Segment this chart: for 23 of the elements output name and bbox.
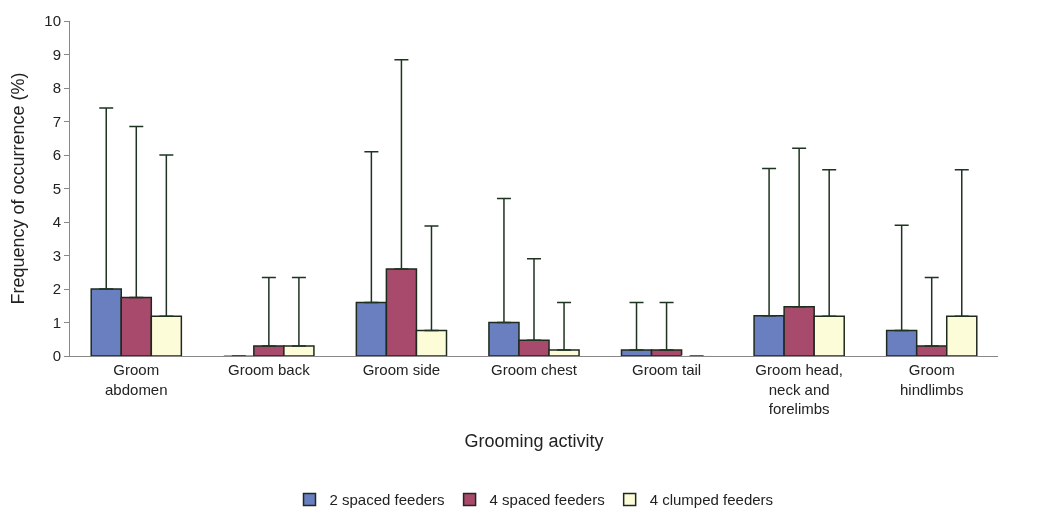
y-tick-label: 8 bbox=[52, 79, 61, 97]
y-tick-label: 1 bbox=[52, 313, 61, 331]
legend-label: 4 spaced feeders bbox=[489, 491, 605, 509]
x-tick-label: Groom tail bbox=[631, 361, 702, 378]
x-tick-label: Groom head, neck and forelimbs bbox=[755, 361, 843, 417]
legend-label: 2 spaced feeders bbox=[329, 491, 445, 509]
y-tick-label: 4 bbox=[52, 213, 61, 231]
y-tick-label: 10 bbox=[44, 12, 61, 30]
y-tick-label: 9 bbox=[52, 45, 61, 63]
y-tick-label: 5 bbox=[52, 179, 61, 197]
y-tick-label: 7 bbox=[52, 112, 61, 130]
legend-label: 4 clumped feeders bbox=[649, 491, 774, 509]
x-tick-label: Groom hindlimbs bbox=[900, 361, 964, 398]
y-tick-label: 0 bbox=[52, 347, 61, 365]
y-axis-title: Frequency of occurrence (%) bbox=[7, 72, 28, 305]
x-tick-label: Groom abdomen bbox=[105, 361, 168, 398]
y-tick-label: 6 bbox=[52, 146, 61, 164]
x-axis-title: Grooming activity bbox=[464, 431, 604, 452]
x-tick-label: Groom chest bbox=[491, 361, 578, 378]
x-tick-label: Groom back bbox=[228, 361, 311, 378]
x-tick-label: Groom side bbox=[362, 361, 441, 378]
y-tick-label: 2 bbox=[52, 280, 61, 298]
y-tick-label: 3 bbox=[52, 246, 61, 264]
